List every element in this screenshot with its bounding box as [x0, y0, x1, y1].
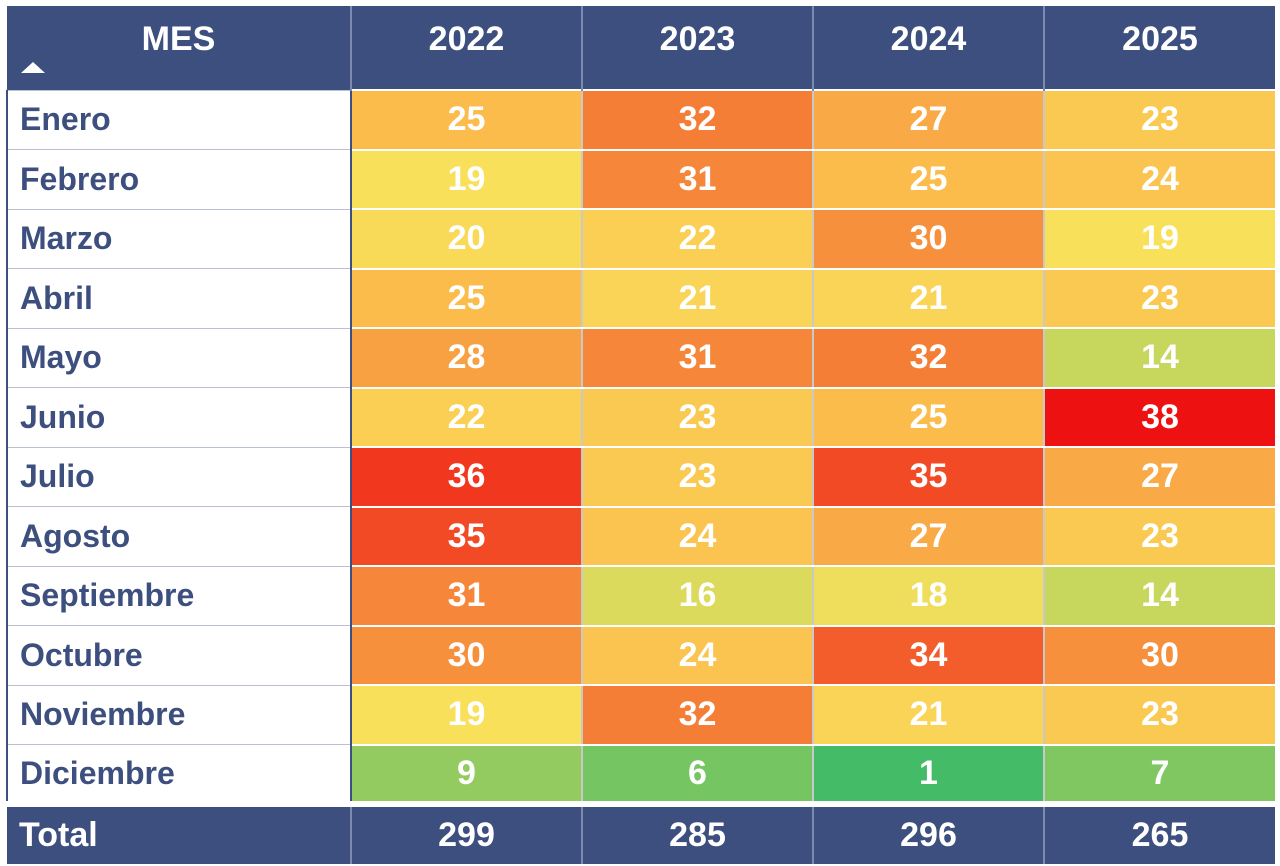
heatmap-cell: 23	[1043, 89, 1275, 151]
total-value: 265	[1043, 801, 1275, 864]
heatmap-matrix: MES 2022 2023 2024 2025 Enero 25 32 27 2…	[6, 6, 1275, 864]
heatmap-cell: 30	[350, 624, 582, 686]
heatmap-cell: 19	[350, 684, 582, 746]
heatmap-cell: 1	[812, 743, 1044, 805]
table-row: Noviembre 19 32 21 23	[6, 684, 1275, 746]
column-header-year[interactable]: 2025	[1043, 6, 1275, 90]
row-label: Septiembre	[6, 565, 352, 626]
heatmap-cell: 30	[812, 208, 1044, 270]
table-row: Junio 22 23 25 38	[6, 386, 1275, 448]
row-label: Noviembre	[6, 684, 352, 745]
row-label: Agosto	[6, 506, 352, 567]
heatmap-cell: 24	[581, 505, 813, 567]
row-label: Enero	[6, 89, 352, 150]
table-row: Abril 25 21 21 23	[6, 267, 1275, 329]
row-label: Marzo	[6, 208, 352, 269]
table-row: Octubre 30 24 34 30	[6, 624, 1275, 686]
total-value: 299	[350, 801, 582, 864]
total-label: Total	[7, 801, 351, 864]
row-label: Junio	[6, 387, 352, 448]
column-header-year[interactable]: 2022	[350, 6, 582, 90]
heatmap-cell: 31	[581, 327, 813, 389]
heatmap-cell: 21	[812, 267, 1044, 329]
column-header-mes-label: MES	[141, 20, 216, 58]
heatmap-cell: 16	[581, 565, 813, 627]
matrix-body: Enero 25 32 27 23 Febrero 19 31 25 24 Ma…	[6, 89, 1275, 805]
row-label: Mayo	[6, 327, 352, 388]
column-header-mes[interactable]: MES	[7, 6, 351, 90]
heatmap-cell: 25	[812, 148, 1044, 210]
table-row: Febrero 19 31 25 24	[6, 148, 1275, 210]
heatmap-cell: 22	[581, 208, 813, 270]
row-label: Abril	[6, 268, 352, 329]
heatmap-cell: 27	[1043, 446, 1275, 508]
heatmap-cell: 19	[1043, 208, 1275, 270]
heatmap-cell: 27	[812, 89, 1044, 151]
row-label: Octubre	[6, 625, 352, 686]
heatmap-cell: 24	[1043, 148, 1275, 210]
heatmap-cell: 19	[350, 148, 582, 210]
heatmap-cell: 32	[581, 89, 813, 151]
heatmap-cell: 38	[1043, 386, 1275, 448]
table-row: Agosto 35 24 27 23	[6, 505, 1275, 567]
heatmap-cell: 25	[350, 89, 582, 151]
heatmap-cell: 30	[1043, 624, 1275, 686]
heatmap-cell: 23	[581, 446, 813, 508]
total-value: 285	[581, 801, 813, 864]
sort-ascending-icon[interactable]	[21, 62, 45, 73]
row-label: Julio	[6, 446, 352, 507]
heatmap-cell: 7	[1043, 743, 1275, 805]
heatmap-cell: 35	[350, 505, 582, 567]
heatmap-cell: 32	[581, 684, 813, 746]
heatmap-cell: 23	[1043, 684, 1275, 746]
heatmap-cell: 28	[350, 327, 582, 389]
total-row: Total 299 285 296 265	[7, 801, 1275, 864]
table-row: Enero 25 32 27 23	[6, 89, 1275, 151]
heatmap-cell: 14	[1043, 565, 1275, 627]
row-label: Diciembre	[6, 744, 352, 805]
heatmap-cell: 34	[812, 624, 1044, 686]
heatmap-cell: 6	[581, 743, 813, 805]
heatmap-cell: 23	[581, 386, 813, 448]
heatmap-cell: 21	[812, 684, 1044, 746]
heatmap-cell: 23	[1043, 267, 1275, 329]
heatmap-cell: 22	[350, 386, 582, 448]
heatmap-cell: 31	[350, 565, 582, 627]
heatmap-cell: 36	[350, 446, 582, 508]
column-header-year[interactable]: 2023	[581, 6, 813, 90]
table-row: Marzo 20 22 30 19	[6, 208, 1275, 270]
table-row: Septiembre 31 16 18 14	[6, 565, 1275, 627]
table-row: Julio 36 23 35 27	[6, 446, 1275, 508]
table-row: Diciembre 9 6 1 7	[6, 743, 1275, 805]
heatmap-cell: 23	[1043, 505, 1275, 567]
heatmap-cell: 14	[1043, 327, 1275, 389]
heatmap-cell: 24	[581, 624, 813, 686]
heatmap-cell: 18	[812, 565, 1044, 627]
heatmap-cell: 20	[350, 208, 582, 270]
total-value: 296	[812, 801, 1044, 864]
heatmap-cell: 25	[812, 386, 1044, 448]
heatmap-cell: 25	[350, 267, 582, 329]
heatmap-cell: 21	[581, 267, 813, 329]
heatmap-cell: 27	[812, 505, 1044, 567]
heatmap-cell: 32	[812, 327, 1044, 389]
header-row: MES 2022 2023 2024 2025	[7, 6, 1275, 90]
heatmap-cell: 31	[581, 148, 813, 210]
table-row: Mayo 28 31 32 14	[6, 327, 1275, 389]
heatmap-cell: 9	[350, 743, 582, 805]
row-label: Febrero	[6, 149, 352, 210]
heatmap-cell: 35	[812, 446, 1044, 508]
column-header-year[interactable]: 2024	[812, 6, 1044, 90]
